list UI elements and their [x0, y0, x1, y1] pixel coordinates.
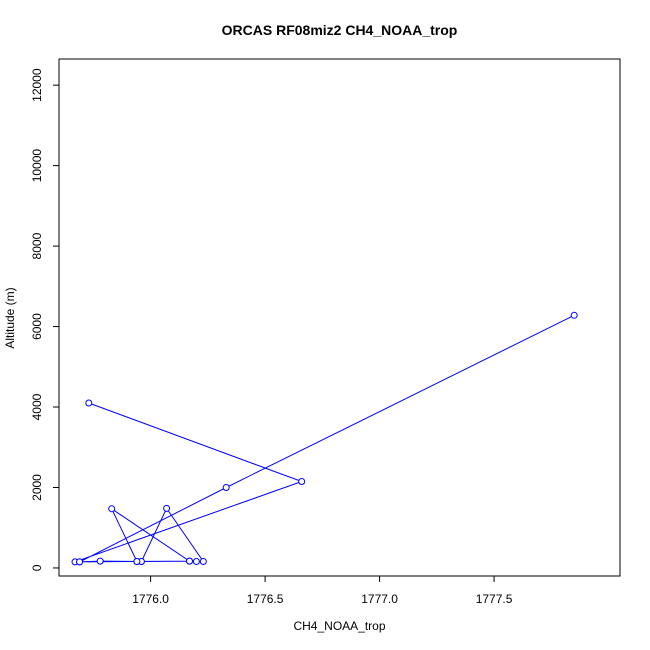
y-tick-label: 4000: [30, 393, 44, 420]
data-point: [570, 311, 578, 319]
y-axis: 0 2000 4000 6000 8000 10000 12000: [30, 68, 60, 571]
series-layer: [71, 311, 578, 566]
data-point: [222, 484, 230, 491]
y-tick-label: 12000: [30, 68, 44, 102]
x-tick-label: 1776.5: [247, 592, 284, 606]
data-point: [76, 558, 84, 566]
data-point: [133, 558, 141, 565]
data-point: [199, 558, 207, 565]
data-point: [186, 557, 193, 565]
data-point: [96, 557, 104, 565]
x-axis-label: CH4_NOAA_trop: [293, 619, 385, 633]
y-tick-label: 0: [30, 564, 44, 571]
x-axis: 1776.0 1776.5 1777.0 1777.5: [132, 575, 513, 606]
x-tick-label: 1776.0: [132, 592, 169, 606]
x-tick-label: 1777.5: [476, 592, 513, 606]
chart-title: ORCAS RF08miz2 CH4_NOAA_trop: [222, 22, 458, 38]
series-line: [74, 314, 575, 563]
data-point: [85, 399, 93, 407]
y-tick-label: 8000: [30, 232, 44, 259]
y-tick-label: 10000: [30, 149, 44, 183]
data-point: [163, 504, 171, 512]
x-tick-label: 1777.0: [361, 592, 398, 606]
y-axis-label: Altitude (m): [3, 287, 17, 348]
y-tick-label: 6000: [30, 313, 44, 340]
y-tick-label: 2000: [30, 474, 44, 501]
plot-frame: [58, 58, 621, 577]
data-point: [298, 478, 306, 485]
data-point: [192, 558, 200, 565]
data-point: [108, 505, 116, 513]
